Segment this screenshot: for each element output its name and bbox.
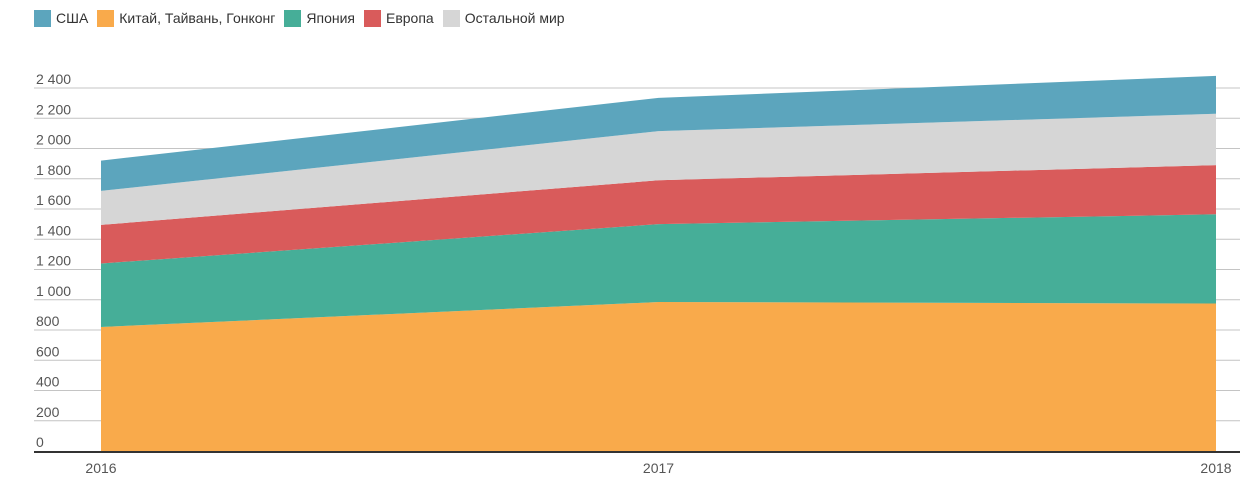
- legend: США Китай, Тайвань, Гонконг Япония Европа Ос…: [34, 8, 574, 28]
- y-tick-label: 800: [36, 313, 60, 329]
- area-series-европа: [101, 165, 1216, 264]
- legend-swatch: [364, 9, 381, 27]
- y-axis-ticks: 0 200 400 600 800 1 000 1 200 1 400 1 600 1 800 2 …: [36, 71, 71, 450]
- area-series-сша: [101, 75, 1216, 191]
- y-tick-label: 2 000: [36, 132, 71, 148]
- legend-swatch: [284, 9, 302, 27]
- y-tick-label: 1 400: [36, 222, 71, 238]
- area-series-китай-тайвань-гонконг: [101, 302, 1216, 451]
- y-tick-label: 600: [36, 343, 60, 359]
- legend-label: Япония: [306, 10, 355, 26]
- x-tick-label: 2017: [643, 460, 674, 476]
- legend-item-сша: США: [34, 9, 89, 27]
- legend-swatch: [34, 9, 51, 27]
- x-tick-label: 2018: [1200, 460, 1231, 476]
- series-areas: [101, 75, 1216, 451]
- x-tick-label: 2016: [85, 460, 116, 476]
- y-tick-label: 1 600: [36, 192, 71, 208]
- legend-item-европа: Европа: [364, 9, 434, 27]
- y-tick-label: 400: [36, 374, 60, 390]
- area-series-остальной-мир: [101, 113, 1216, 225]
- legend-label: Остальной мир: [464, 10, 565, 26]
- area-series-япония: [101, 214, 1216, 327]
- legend-label: Китай, Тайвань, Гонконг: [119, 10, 276, 26]
- y-tick-label: 2 400: [36, 71, 71, 87]
- y-tick-label: 0: [36, 434, 44, 450]
- y-tick-label: 2 200: [36, 101, 71, 117]
- legend-swatch: [442, 9, 460, 27]
- legend-item-китай-тайвань-гонконг: Китай, Тайвань, Гонконг: [97, 9, 276, 27]
- y-tick-label: 1 800: [36, 162, 71, 178]
- legend-label: Европа: [386, 10, 434, 26]
- legend-item-остальной-мир: Остальной мир: [442, 9, 565, 27]
- legend-label: США: [56, 10, 89, 26]
- legend-swatch: [97, 9, 115, 27]
- y-tick-label: 200: [36, 404, 60, 420]
- legend-item-япония: Япония: [284, 9, 355, 27]
- y-tick-label: 1 200: [36, 253, 71, 269]
- y-tick-label: 1 000: [36, 283, 71, 299]
- x-axis-ticks: 2016 2017 2018: [85, 460, 1231, 476]
